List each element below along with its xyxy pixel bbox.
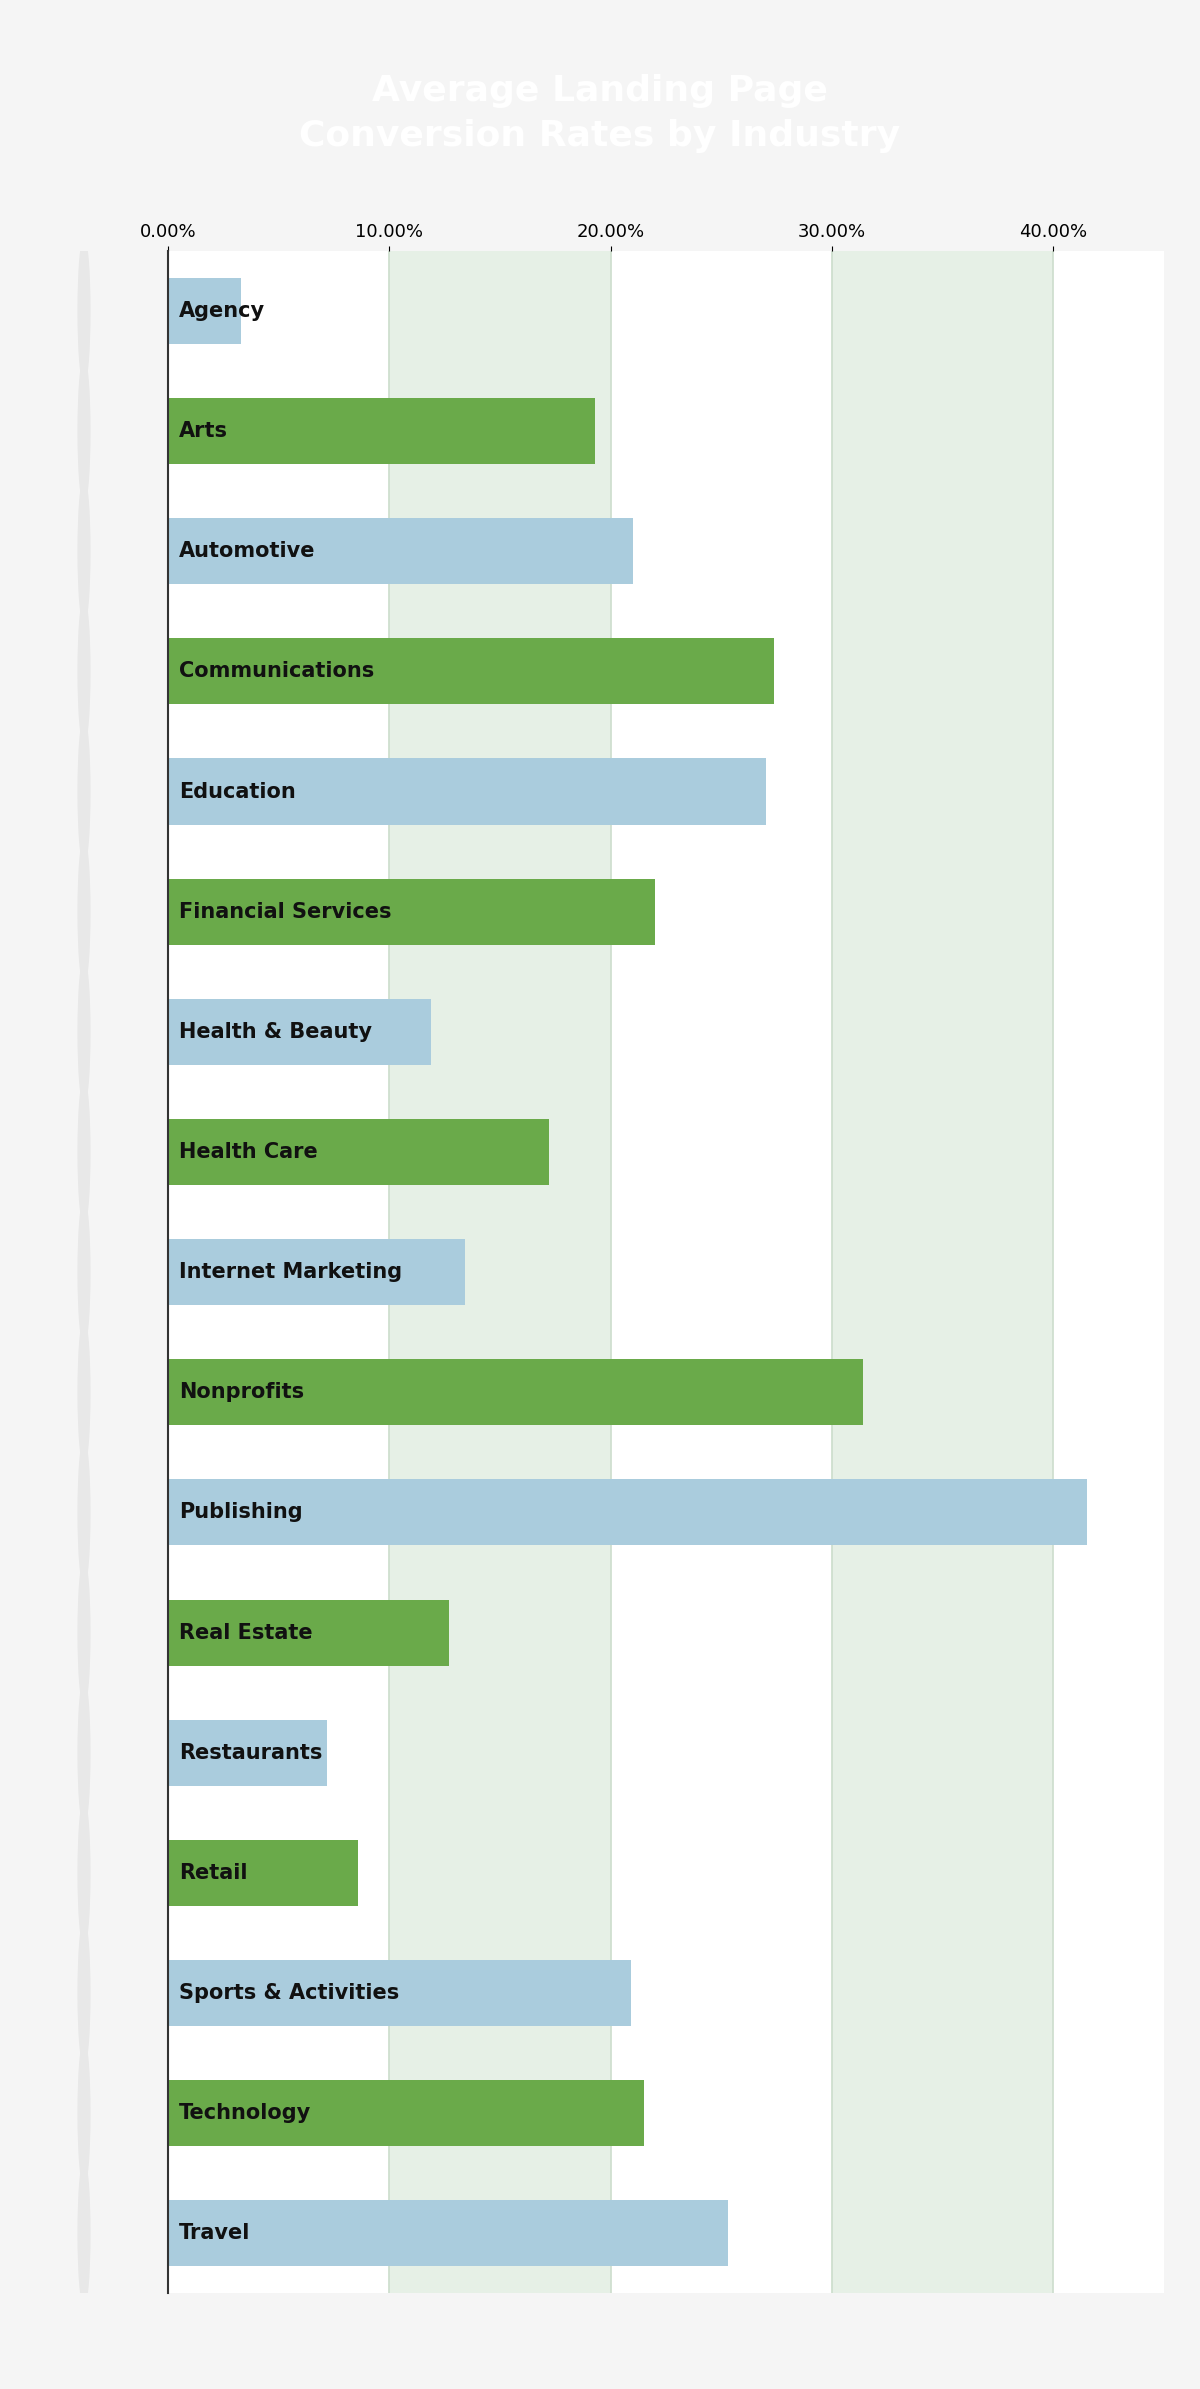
- Text: Agency: Agency: [179, 301, 265, 320]
- Bar: [168, 251, 389, 2293]
- Circle shape: [78, 480, 90, 624]
- Bar: [168, 1118, 548, 1185]
- Text: Restaurants: Restaurants: [179, 1742, 323, 1763]
- Text: Education: Education: [179, 781, 296, 803]
- Circle shape: [78, 1921, 90, 2064]
- Bar: [168, 879, 655, 944]
- Bar: [832, 251, 1054, 2293]
- Text: Technology: Technology: [179, 2102, 311, 2124]
- Text: Average Landing Page
Conversion Rates by Industry: Average Landing Page Conversion Rates by…: [300, 74, 900, 153]
- Bar: [389, 251, 611, 2293]
- Text: Communications: Communications: [179, 662, 374, 681]
- Text: Arts: Arts: [179, 420, 228, 442]
- Circle shape: [78, 1801, 90, 1945]
- Bar: [168, 638, 774, 705]
- Circle shape: [78, 841, 90, 984]
- Bar: [611, 251, 832, 2293]
- Text: Nonprofits: Nonprofits: [179, 1383, 304, 1402]
- Bar: [168, 277, 241, 344]
- Circle shape: [78, 1080, 90, 1223]
- Bar: [168, 2200, 728, 2267]
- Circle shape: [78, 719, 90, 862]
- Text: Publishing: Publishing: [179, 1503, 302, 1522]
- Bar: [168, 1959, 630, 2026]
- Circle shape: [78, 1321, 90, 1464]
- Bar: [168, 399, 595, 463]
- Text: Financial Services: Financial Services: [179, 901, 391, 922]
- Text: Health Care: Health Care: [179, 1142, 318, 1161]
- Circle shape: [78, 2043, 90, 2184]
- Bar: [168, 1601, 449, 1665]
- Circle shape: [78, 1202, 90, 1343]
- Bar: [168, 1240, 464, 1304]
- Circle shape: [78, 361, 90, 502]
- Bar: [168, 518, 632, 585]
- Text: Automotive: Automotive: [179, 542, 316, 561]
- Text: Health & Beauty: Health & Beauty: [179, 1022, 372, 1042]
- Bar: [168, 2081, 644, 2145]
- Circle shape: [78, 1560, 90, 1703]
- Circle shape: [78, 1682, 90, 1825]
- Text: Sports & Activities: Sports & Activities: [179, 1983, 400, 2002]
- Circle shape: [78, 600, 90, 743]
- Circle shape: [78, 239, 90, 382]
- Text: Real Estate: Real Estate: [179, 1622, 313, 1644]
- Text: Retail: Retail: [179, 1863, 247, 1883]
- Circle shape: [78, 1441, 90, 1584]
- Circle shape: [78, 2162, 90, 2305]
- Circle shape: [78, 960, 90, 1104]
- Bar: [168, 1359, 863, 1426]
- Bar: [168, 999, 431, 1065]
- Bar: [168, 757, 766, 824]
- Bar: [168, 1479, 1086, 1546]
- Bar: [168, 1840, 359, 1906]
- Text: Internet Marketing: Internet Marketing: [179, 1261, 402, 1283]
- Bar: [168, 1720, 328, 1787]
- Bar: [1054, 251, 1200, 2293]
- Text: Travel: Travel: [179, 2224, 251, 2243]
